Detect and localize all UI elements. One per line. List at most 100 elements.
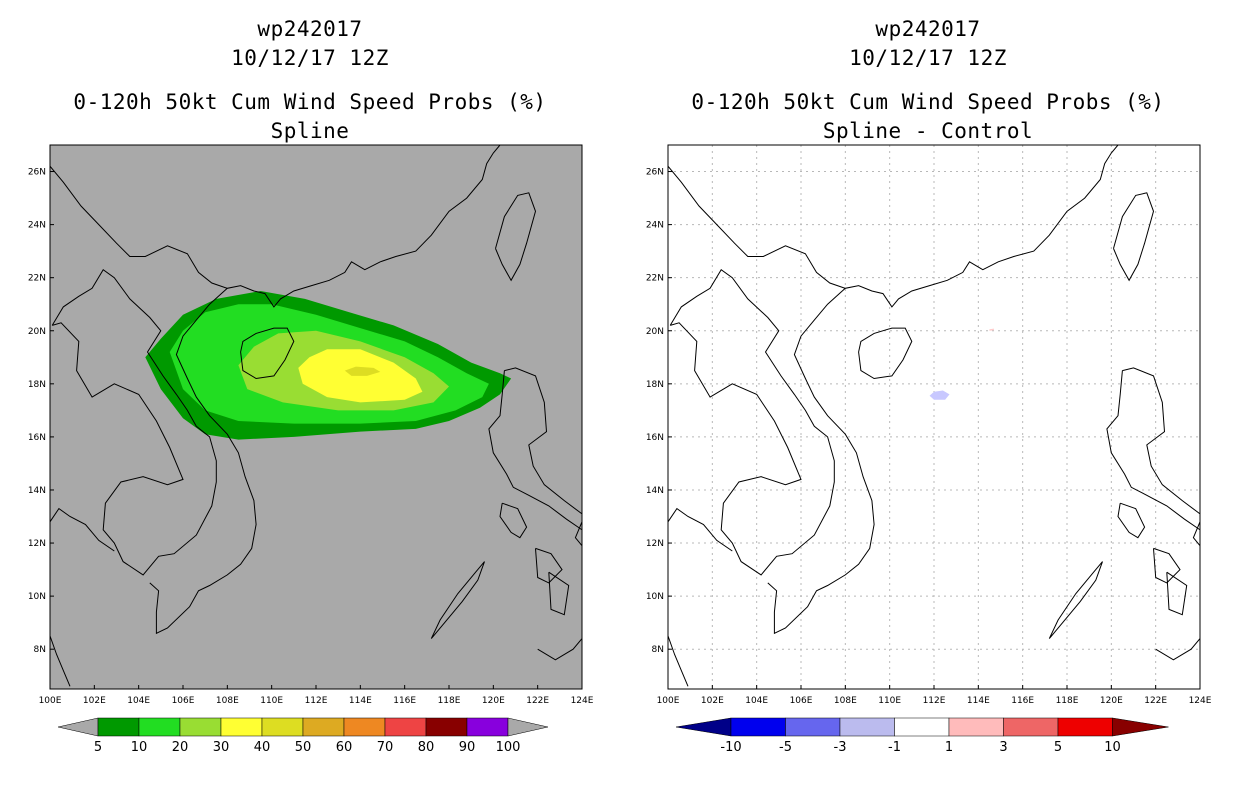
- left-colorbar-swatch: [384, 717, 427, 737]
- right-colorbar-label: 1: [945, 740, 953, 755]
- left-colorbar-label: 40: [254, 740, 271, 755]
- left-xtick-label: 116E: [393, 696, 416, 706]
- right-colorbar-label: -5: [779, 740, 792, 755]
- right-colorbar-label: 3: [999, 740, 1007, 755]
- right-storm-id: wp242017: [875, 17, 981, 41]
- right-xtick-label: 122E: [1144, 696, 1167, 706]
- right-colorbar-swatch: [1003, 717, 1059, 737]
- right-ytick-label: 20N: [646, 327, 664, 337]
- right-plot-area: [668, 145, 1200, 689]
- right-ytick-label: 26N: [646, 168, 664, 178]
- left-xtick-label: 112E: [305, 696, 328, 706]
- left-colorbar: 5 10 20 30 40 50 60 70 80 90 100: [57, 717, 549, 755]
- left-ytick-label: 12N: [28, 539, 46, 549]
- right-prob-region--3 to -1: [929, 390, 950, 400]
- right-ytick-label: 14N: [646, 486, 664, 496]
- left-xtick-label: 122E: [526, 696, 549, 706]
- right-xtick-label: 120E: [1100, 696, 1123, 706]
- right-colorbar-swatch: [730, 717, 786, 737]
- left-coastline-laos_cambodia: [51, 268, 217, 576]
- left-colorbar-label: 20: [172, 740, 189, 755]
- left-ytick-label: 24N: [28, 221, 46, 231]
- left-title: 0-120h 50kt Cum Wind Speed Probs (%): [73, 90, 547, 114]
- right-ytick-label: 22N: [646, 274, 664, 284]
- left-colorbar-swatch: [179, 717, 222, 737]
- left-colorbar-label: 100: [496, 740, 521, 755]
- right-coastline-mindoro: [1117, 502, 1146, 539]
- right-ytick-label: 8N: [652, 645, 664, 655]
- right-xtick-label: 114E: [967, 696, 990, 706]
- right-subtitle: Spline - Control: [822, 119, 1034, 143]
- right-coastline-taiwan: [1113, 192, 1155, 282]
- left-xtick-label: 100E: [39, 696, 62, 706]
- right-colorbar-label: -1: [888, 740, 901, 755]
- right-coastline-malay: [668, 635, 689, 687]
- left-colorbar-swatch: [466, 717, 509, 737]
- left-coastline-vietnam: [149, 287, 257, 635]
- left-colorbar-swatch: [97, 717, 140, 737]
- right-colorbar-label: -10: [720, 740, 741, 755]
- right-xtick-label: 104E: [745, 696, 768, 706]
- right-grid: [668, 145, 1200, 689]
- right-coastline-hainan: [858, 327, 913, 380]
- right-colorbar-swatch: [839, 717, 895, 737]
- left-coastline-thai_gulf: [50, 507, 115, 552]
- right-ytick-label: 12N: [646, 539, 664, 549]
- left-ytick-label: 16N: [28, 433, 46, 443]
- left-subtitle: Spline: [270, 119, 350, 143]
- left-coastline-malay: [50, 635, 71, 687]
- right-xtick-label: 124E: [1189, 696, 1212, 706]
- left-colorbar-swatch: [261, 717, 304, 737]
- left-ytick-label: 8N: [34, 645, 46, 655]
- right-xtick-label: 112E: [923, 696, 946, 706]
- left-colorbar-swatch: [220, 717, 263, 737]
- left-coastline-luzon: [488, 367, 582, 531]
- left-colorbar-label: 30: [213, 740, 230, 755]
- left-xtick-label: 110E: [260, 696, 283, 706]
- left-ytick-label: 26N: [28, 168, 46, 178]
- left-coastline-mindoro: [499, 502, 528, 539]
- left-prob-region-40-50: [344, 366, 381, 376]
- left-xtick-label: 124E: [571, 696, 594, 706]
- left-xtick-label: 102E: [83, 696, 106, 706]
- right-xtick-label: 106E: [790, 696, 813, 706]
- right-colorbar-label: -3: [834, 740, 847, 755]
- right-colorbar-label: 10: [1104, 740, 1121, 755]
- left-xtick-label: 106E: [172, 696, 195, 706]
- left-xtick-label: 108E: [216, 696, 239, 706]
- right-title: 0-120h 50kt Cum Wind Speed Probs (%): [691, 90, 1165, 114]
- left-colorbar-swatch: [138, 717, 181, 737]
- right-colorbar-lower-end: [675, 717, 732, 737]
- left-ytick-label: 18N: [28, 380, 46, 390]
- left-ytick-label: 14N: [28, 486, 46, 496]
- right-ytick-label: 24N: [646, 221, 664, 231]
- right-coastline-laos_cambodia: [669, 268, 835, 576]
- right-date: 10/12/17 12Z: [849, 46, 1007, 70]
- right-prob-region-1 to 3: [989, 328, 994, 331]
- left-coastline-taiwan: [495, 192, 537, 282]
- left-xtick-label: 120E: [482, 696, 505, 706]
- right-ytick-label: 10N: [646, 592, 664, 602]
- right-coastline-palawan: [1048, 561, 1103, 639]
- left-colorbar-label: 50: [295, 740, 312, 755]
- right-coastline-luzon: [1106, 367, 1200, 531]
- right-colorbar-swatch: [785, 717, 841, 737]
- right-colorbar-swatch: [894, 717, 950, 737]
- right-coastlines: [668, 145, 1200, 687]
- right-coastline-samar: [1192, 521, 1200, 547]
- left-colorbar-swatch: [343, 717, 386, 737]
- right-ytick-label: 18N: [646, 380, 664, 390]
- left-plot-area: [50, 145, 582, 687]
- right-colorbar-upper-end: [1112, 717, 1169, 737]
- left-colorbar-label: 70: [377, 740, 394, 755]
- left-coastline-samar: [574, 521, 582, 547]
- left-coastline-hainan: [240, 327, 295, 380]
- left-ytick-label: 20N: [28, 327, 46, 337]
- right-coastline-mindanao: [1155, 638, 1200, 661]
- left-colorbar-label: 60: [336, 740, 353, 755]
- right-colorbar-swatch: [948, 717, 1004, 737]
- right-colorbar: -10 -5 -3 -1 1 3 5 10: [675, 717, 1169, 755]
- left-colorbar-label: 10: [131, 740, 148, 755]
- right-xtick-label: 116E: [1011, 696, 1034, 706]
